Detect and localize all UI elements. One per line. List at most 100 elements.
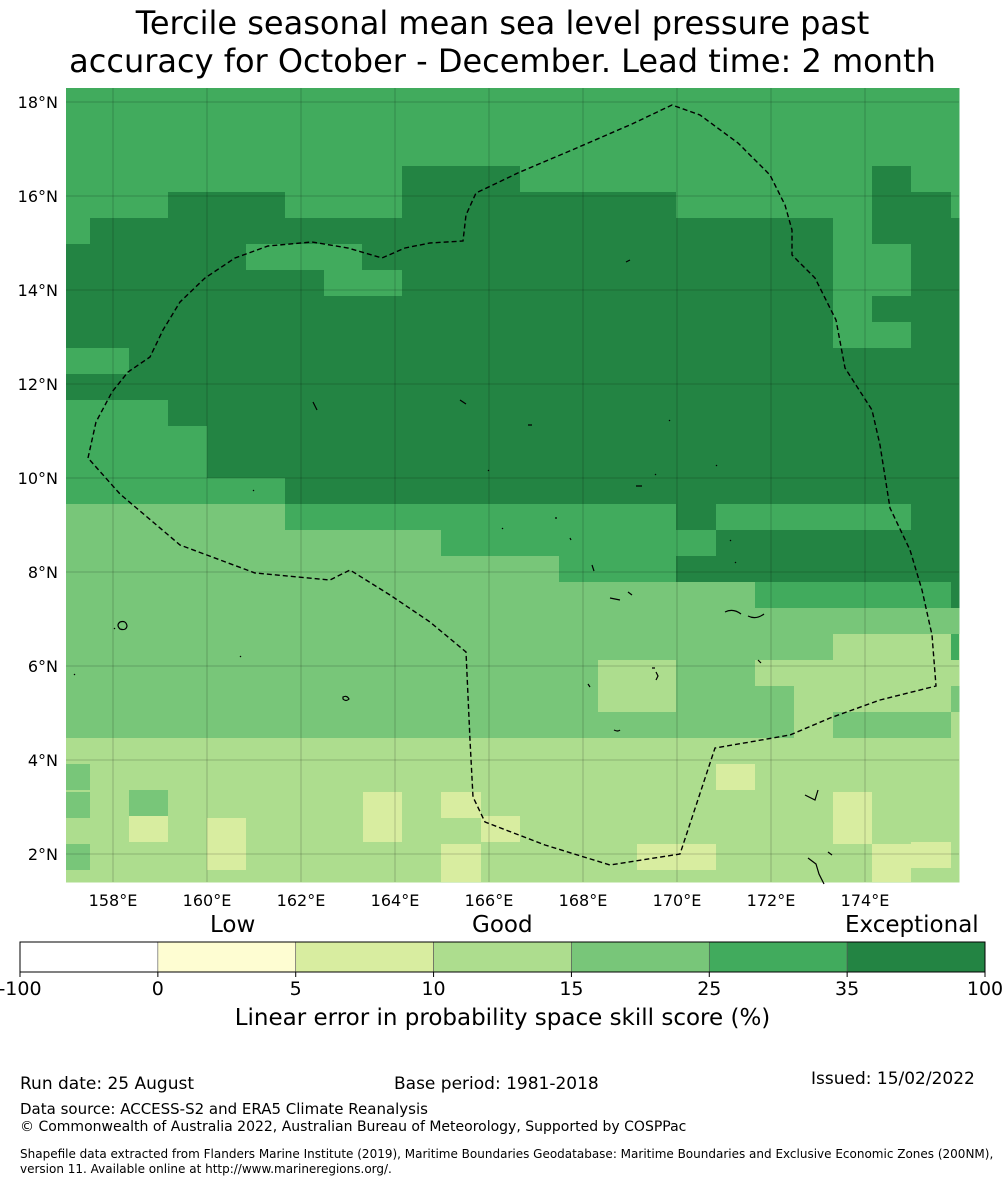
y-tick-label: 12°N: [18, 375, 58, 394]
y-axis-ticks: 18°N 16°N 14°N 12°N 10°N 8°N 6°N 4°N 2°N: [18, 93, 58, 864]
skill-cell: [90, 582, 130, 609]
skill-cell: [129, 764, 169, 791]
skill-cell: [598, 764, 638, 791]
skill-cell: [951, 764, 960, 791]
skill-cell: [951, 166, 960, 193]
skill-cell: [833, 244, 873, 271]
skill-cell: [441, 582, 482, 609]
skill-cell: [872, 504, 912, 531]
skill-cell: [363, 868, 403, 883]
y-tick-label: 2°N: [28, 845, 58, 864]
skill-cell: [168, 88, 208, 167]
skill-cell: [246, 452, 286, 479]
skill-cell: [520, 452, 560, 479]
x-tick-label: 166°E: [465, 891, 514, 910]
skill-cell: [324, 218, 364, 245]
skill-cell: [598, 322, 638, 349]
skill-cell: [911, 296, 952, 323]
skill-cell: [794, 634, 834, 661]
skill-cell: [481, 348, 521, 375]
colorbar-swatch: [295, 941, 434, 973]
skill-cell: [598, 660, 676, 712]
skill-cell: [90, 842, 130, 869]
skill-cell: [598, 244, 638, 271]
skill-cell: [872, 270, 912, 297]
skill-cell: [716, 816, 756, 843]
skill-cell: [559, 686, 599, 713]
skill-cell: [676, 374, 717, 401]
skill-cell: [207, 166, 247, 193]
skill-cell: [324, 556, 364, 583]
skill-cell: [676, 556, 717, 583]
skill-cell: [481, 478, 521, 505]
skill-cell: [716, 504, 756, 531]
skill-cell: [598, 192, 638, 219]
skill-cell: [911, 712, 951, 738]
skill-cell: [520, 244, 560, 271]
skill-cell: [637, 634, 677, 661]
skill-cell: [129, 166, 169, 193]
skill-cell: [833, 88, 873, 167]
skill-cell: [324, 608, 364, 635]
colorbar-category-good: Good: [472, 912, 533, 938]
skill-cell: [676, 400, 717, 427]
skill-cell: [833, 270, 873, 297]
skill-cell: [951, 88, 960, 167]
skill-cell: [90, 660, 130, 687]
skill-cell: [481, 452, 521, 479]
skill-cell: [833, 322, 873, 349]
skill-cell: [520, 842, 560, 869]
skill-cell: [755, 582, 795, 609]
issued-date: Issued: 15/02/2022: [811, 1069, 975, 1089]
skill-cell: [794, 348, 834, 375]
skill-cell: [637, 764, 677, 791]
skill-cell: [833, 166, 873, 193]
skill-cell: [794, 738, 834, 765]
x-tick-label: 160°E: [183, 891, 232, 910]
skill-cell: [66, 686, 91, 713]
skill-cell: [66, 712, 91, 739]
skill-cell: [285, 712, 325, 739]
skill-cell: [441, 844, 481, 882]
skill-cell: [285, 608, 325, 635]
skill-cell: [833, 530, 873, 557]
skill-cell: [911, 764, 952, 791]
skill-cell: [520, 868, 560, 883]
shapefile-credit-line-2: version 11. Available online at http://w…: [20, 1162, 392, 1176]
skill-cell: [951, 322, 960, 349]
skill-cell: [246, 738, 286, 765]
skill-cell: [402, 842, 442, 869]
skill-cell: [402, 244, 442, 271]
skill-cell: [794, 166, 834, 193]
skill-cell: [441, 608, 482, 635]
skill-cell: [66, 478, 91, 505]
skill-cell: [637, 166, 677, 193]
skill-cell: [207, 452, 247, 479]
skill-cell: [324, 738, 364, 765]
skill-cell: [755, 426, 795, 453]
skill-cell: [441, 764, 482, 791]
skill-cell: [363, 816, 403, 843]
skill-cell: [716, 764, 755, 790]
skill-cell: [716, 244, 756, 271]
skill-cell: [559, 816, 599, 843]
skill-cell: [833, 426, 873, 453]
skill-cell: [66, 322, 91, 349]
skill-cell: [66, 270, 91, 297]
skill-cell: [755, 296, 795, 323]
skill-cell: [716, 322, 756, 349]
skill-cell: [520, 400, 560, 427]
skill-cell: [168, 192, 208, 219]
colorbar-swatch: [19, 941, 159, 973]
skill-cell: [129, 868, 169, 883]
skill-cell: [66, 660, 91, 687]
skill-cell: [951, 270, 960, 297]
skill-cell: [66, 296, 91, 323]
skill-cell: [246, 270, 286, 297]
skill-cell: [402, 400, 442, 427]
skill-cell: [168, 400, 208, 427]
skill-cell: [833, 504, 873, 531]
skill-cell: [872, 166, 912, 193]
skill-cell: [872, 322, 912, 349]
colorbar-tick-label: 5: [290, 978, 302, 1000]
